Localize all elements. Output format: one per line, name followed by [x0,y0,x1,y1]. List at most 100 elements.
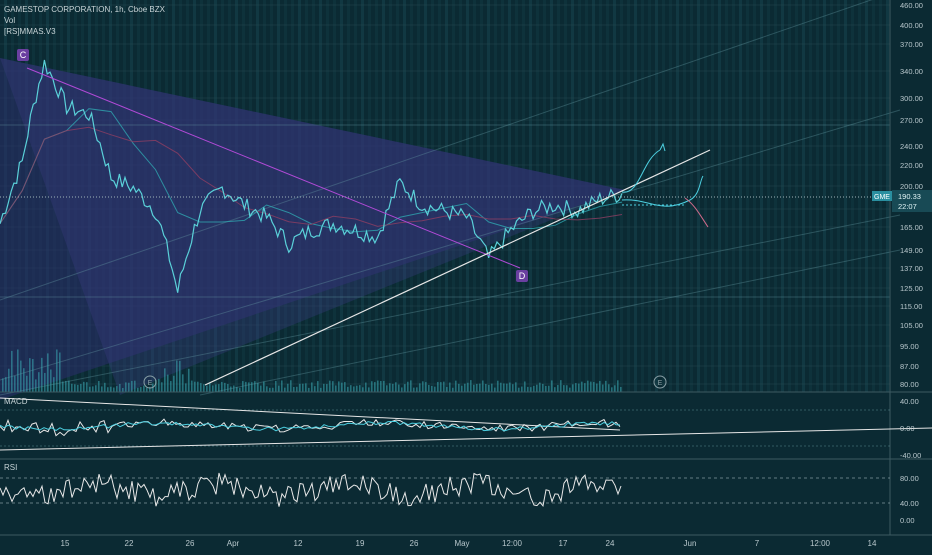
volume-bar [371,381,373,392]
projection-path-up-2 [621,175,704,207]
vertical-stripe [641,0,644,392]
vertical-stripe [683,0,686,392]
vertical-stripe [739,0,742,392]
volume-bar [416,387,418,392]
volume-bar [227,384,229,392]
vertical-stripe [697,0,700,392]
volume-bar [248,382,250,392]
volume-bar [59,352,61,392]
macd-descending-trendline[interactable] [0,397,621,431]
time-tick-label: 15 [61,539,70,548]
symmetrical-triangle[interactable] [0,58,625,400]
volume-bar [284,387,286,392]
volume-bar [470,380,472,392]
volume-bar [143,385,145,392]
volume-bar [512,384,514,392]
volume-bar [386,385,388,392]
volume-bar [251,382,253,392]
vertical-stripe [704,0,707,392]
volume-bar [29,358,31,392]
descending-trendline[interactable] [26,67,521,269]
volume-bar [491,383,493,392]
earnings-marker-2[interactable]: E [653,375,667,389]
volume-bar [488,384,490,392]
volume-bar [20,360,22,392]
volume-bar [128,382,130,392]
vertical-stripe [627,0,630,392]
volume-bar [440,382,442,392]
volume-bar [443,381,445,392]
volume-bar [35,379,37,392]
volume-bar [362,387,364,392]
ascending-trendline[interactable] [204,149,711,386]
volume-bar [425,382,427,392]
volume-bar [221,381,223,392]
volume-bar [23,368,25,392]
time-tick-label: 17 [559,539,568,548]
volume-bar [167,374,169,392]
pivot-low-marker[interactable]: D [516,270,528,282]
volume-bar [398,384,400,392]
time-tick-label: 19 [356,539,365,548]
vertical-stripe [865,0,868,392]
time-tick-label: 14 [868,539,877,548]
volume-bar [455,380,457,392]
volume-bar [308,387,310,392]
volume-bar [542,383,544,392]
volume-bar [434,386,436,392]
volume-bar [197,381,199,392]
volume-bar [410,380,412,392]
price-tag-box [892,190,932,212]
earnings-label-2: E [658,380,663,387]
volume-bar [56,349,58,392]
vertical-stripe [823,0,826,392]
volume-bar [572,384,574,392]
volume-bar [506,383,508,392]
price-tag-symbol: GME [874,194,890,201]
volume-bar [209,382,211,392]
macd-ascending-trendline[interactable] [0,427,932,451]
macd-label: MACD [4,397,28,406]
time-tick-label: 7 [755,539,760,548]
pivot-high-marker[interactable]: C [17,49,29,61]
volume-bar [413,387,415,392]
volume-bar [335,385,337,392]
vertical-stripe [718,0,721,392]
arrow-up-icon [659,142,666,152]
volume-bar [521,386,523,392]
volume-bar [176,360,178,392]
volume-bar [287,383,289,392]
price-tag-partial-tick: 180.00 [898,204,921,213]
price-series-line[interactable] [0,59,623,293]
vertical-stripe [753,0,756,392]
volume-bar [332,381,334,392]
price-axis[interactable]: 460.00 400.00 370.00 340.00 300.00 270.00 240.… [900,1,923,389]
volume-bar [500,382,502,392]
volume-bar [170,381,172,392]
volume-bar [608,384,610,392]
volume-bar [257,383,259,392]
volume-bar [269,387,271,392]
volume-bar [80,383,82,392]
vertical-stripe [634,0,637,392]
price-tick-label: 137.00 [900,264,923,273]
volume-bar [95,385,97,392]
current-price-tag[interactable]: GME 190.33 22:07 180.00 [872,190,932,213]
volume-bar [458,383,460,392]
volume-bar [164,368,166,392]
volume-bar [545,385,547,392]
time-axis[interactable]: 15 22 26 Apr 12 19 26 May 12:00 17 24 Jun 7 12:00 14 [61,539,877,548]
volume-bar [419,383,421,392]
volume-bar [122,387,124,392]
volume-bar [119,383,121,392]
volume-bar [203,384,205,392]
earnings-marker-1[interactable]: E [143,375,157,389]
volume-bar [461,385,463,392]
vertical-stripe [830,0,833,392]
volume-bar [536,384,538,392]
time-tick-label: 12 [294,539,303,548]
price-tick-label: 105.00 [900,321,923,330]
volume-bar [5,377,7,392]
